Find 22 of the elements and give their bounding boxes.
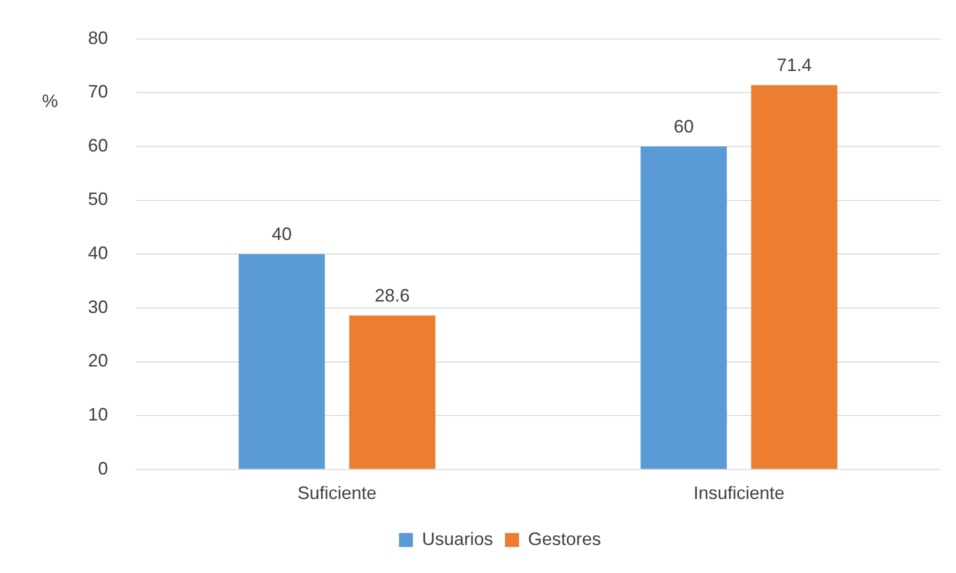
bar <box>640 146 727 469</box>
y-tick-label: 0 <box>98 458 108 478</box>
y-tick-label: 10 <box>88 404 108 425</box>
bar <box>238 254 325 469</box>
y-tick-label: 70 <box>88 82 108 102</box>
bar <box>349 315 436 469</box>
y-tick-label: 80 <box>88 28 108 48</box>
bar <box>751 85 838 469</box>
data-label: 60 <box>674 116 694 136</box>
legend-label: Gestores <box>528 528 602 549</box>
legend-label: Usuarios <box>422 528 494 549</box>
y-tick-label: 60 <box>88 135 108 156</box>
data-label: 71.4 <box>776 55 812 76</box>
data-label: 28.6 <box>374 285 410 306</box>
y-tick-label: 40 <box>88 243 108 264</box>
x-tick-label: Insuficiente <box>693 483 785 504</box>
data-label: 40 <box>272 224 292 244</box>
y-tick-label: 30 <box>88 296 108 317</box>
x-tick-label: Suficiente <box>297 483 377 504</box>
y-axis-title: % <box>42 90 58 111</box>
y-tick-label: 50 <box>88 189 108 210</box>
y-tick-label: 20 <box>88 350 108 371</box>
